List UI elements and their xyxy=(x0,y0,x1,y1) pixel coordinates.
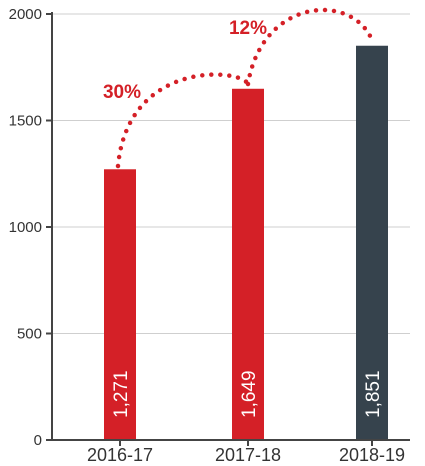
bar-2018-19 xyxy=(356,45,388,440)
bars xyxy=(104,45,388,441)
y-tick-label: 2000 xyxy=(9,6,42,23)
y-tick-label: 1500 xyxy=(9,113,42,130)
data-label: 1,851 xyxy=(363,370,384,418)
growth-arc xyxy=(245,7,375,87)
data-label: 1,649 xyxy=(239,370,260,418)
x-tick-label: 2016-17 xyxy=(87,445,153,465)
growth-label: 12% xyxy=(229,18,267,39)
y-tick-label: 1000 xyxy=(9,219,42,236)
growth-label: 30% xyxy=(103,82,141,103)
bar-2017-18 xyxy=(232,88,264,440)
data-label: 1,271 xyxy=(111,370,132,418)
labels: 0 500 1000 1500 2000 2016-17 2017-18 2018-19 1,2… xyxy=(9,6,405,465)
bar-2016-17 xyxy=(104,169,136,441)
y-tick-label: 500 xyxy=(17,326,42,343)
axes xyxy=(46,12,410,446)
growth-arc xyxy=(115,72,251,169)
x-tick-label: 2017-18 xyxy=(215,445,281,465)
growth-annotations xyxy=(115,7,375,169)
x-tick-label: 2018-19 xyxy=(339,445,405,465)
y-tick-label: 0 xyxy=(34,432,42,449)
